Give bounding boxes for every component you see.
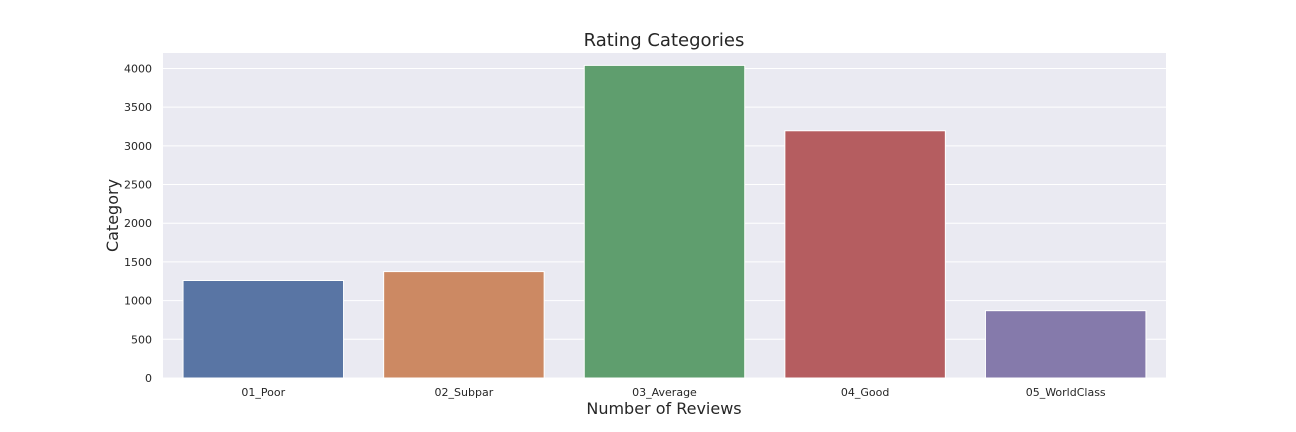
x-tick-label: 03_Average (632, 386, 697, 399)
y-tick-label: 2500 (124, 179, 152, 192)
bar-04-good (784, 130, 946, 379)
y-tick-label: 0 (145, 372, 152, 385)
x-tick-label: 01_Poor (241, 386, 285, 399)
y-axis-label: Category (103, 179, 122, 252)
bar-01-poor (182, 280, 345, 379)
y-tick-label: 1000 (124, 295, 152, 308)
x-axis-ticks: 01_Poor 02_Subpar 03_Average 04_Good 05_Worl… (241, 386, 1106, 399)
y-tick-label: 1500 (124, 256, 152, 269)
bars (182, 64, 1147, 379)
y-tick-label: 2000 (124, 217, 152, 230)
y-tick-label: 4000 (124, 62, 152, 75)
y-tick-label: 500 (131, 333, 152, 346)
bar-02-subpar (383, 271, 545, 379)
y-tick-label: 3500 (124, 101, 152, 114)
x-tick-label: 05_WorldClass (1026, 386, 1106, 399)
bar-05-worldclass (984, 310, 1147, 379)
x-tick-label: 02_Subpar (435, 386, 494, 399)
x-axis-label: Number of Reviews (586, 399, 741, 418)
x-tick-label: 04_Good (841, 386, 889, 399)
y-axis-ticks: 0 500 1000 1500 2000 2500 3000 3500 4000 (124, 62, 152, 385)
y-tick-label: 3000 (124, 140, 152, 153)
chart-title: Rating Categories (584, 30, 745, 51)
bar-03-average (583, 64, 746, 379)
